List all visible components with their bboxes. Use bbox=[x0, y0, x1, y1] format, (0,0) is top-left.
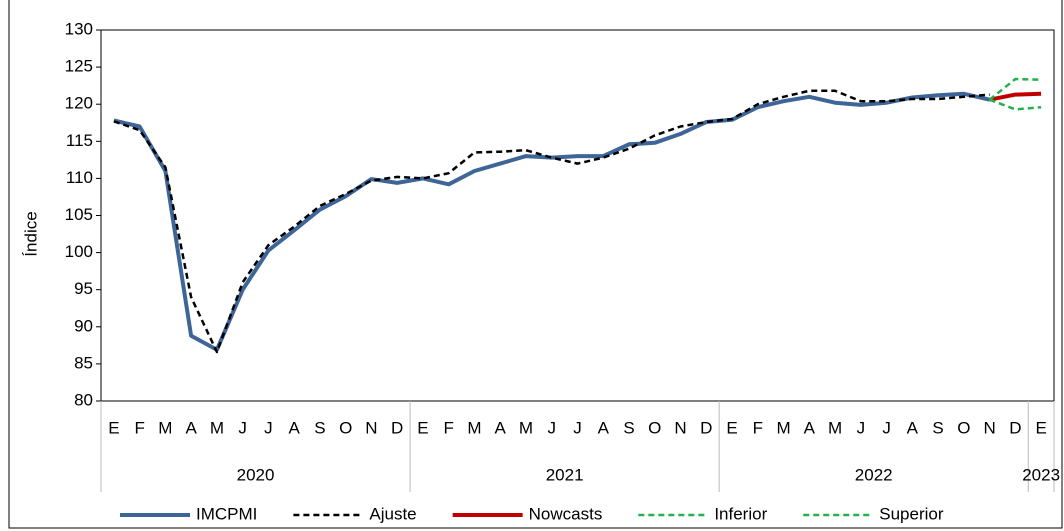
x-tick-label: D bbox=[1009, 418, 1021, 437]
x-tick-label: F bbox=[134, 418, 144, 437]
x-tick-label: O bbox=[648, 418, 661, 437]
series-line bbox=[113, 91, 991, 352]
x-tick-label: S bbox=[314, 418, 325, 437]
year-label: 2023 bbox=[1022, 465, 1060, 484]
year-label: 2020 bbox=[237, 465, 275, 484]
x-tick-label: N bbox=[983, 418, 995, 437]
x-tick-label: O bbox=[957, 418, 970, 437]
plot-area bbox=[100, 29, 1055, 402]
y-tick-label: 95 bbox=[74, 279, 93, 298]
chart-frame bbox=[8, 0, 1063, 529]
y-tick-label: 105 bbox=[65, 205, 93, 224]
x-tick-label: E bbox=[417, 418, 428, 437]
x-tick-label: J bbox=[264, 418, 273, 437]
x-tick-label: M bbox=[776, 418, 790, 437]
x-tick-label: M bbox=[210, 418, 224, 437]
x-tick-label: O bbox=[339, 418, 352, 437]
x-tick-label: E bbox=[1035, 418, 1046, 437]
x-tick-label: N bbox=[365, 418, 377, 437]
series-line bbox=[989, 98, 1042, 111]
x-tick-label: D bbox=[391, 418, 403, 437]
x-tick-label: J bbox=[882, 418, 891, 437]
x-tick-label: S bbox=[932, 418, 943, 437]
x-tick-label: F bbox=[444, 418, 454, 437]
series-line bbox=[988, 77, 1042, 101]
x-tick-label: E bbox=[726, 418, 737, 437]
legend-label: Inferior bbox=[714, 504, 767, 523]
x-tick-label: A bbox=[289, 418, 301, 437]
x-tick-label: J bbox=[238, 418, 247, 437]
x-tick-label: S bbox=[623, 418, 634, 437]
y-tick-label: 110 bbox=[66, 168, 93, 187]
x-tick-label: A bbox=[495, 418, 507, 437]
x-tick-label: J bbox=[573, 418, 582, 437]
legend-label: Superior bbox=[879, 504, 944, 523]
x-tick-label: M bbox=[519, 418, 533, 437]
y-tick-label: 90 bbox=[74, 316, 93, 335]
x-tick-label: J bbox=[547, 418, 556, 437]
x-tick-label: F bbox=[753, 418, 763, 437]
y-tick-label: 115 bbox=[66, 131, 93, 150]
x-tick-label: D bbox=[700, 418, 712, 437]
y-tick-label: 125 bbox=[65, 57, 93, 76]
x-tick-label: A bbox=[907, 418, 919, 437]
x-tick-label: N bbox=[674, 418, 686, 437]
y-axis-label: Índice bbox=[21, 211, 40, 256]
y-tick-label: 120 bbox=[65, 94, 93, 113]
year-label: 2021 bbox=[546, 465, 584, 484]
year-label: 2022 bbox=[855, 465, 893, 484]
y-tick-label: 80 bbox=[74, 390, 93, 409]
y-tick-label: 100 bbox=[65, 242, 93, 261]
y-tick-label: 85 bbox=[74, 353, 93, 372]
x-tick-label: J bbox=[857, 418, 866, 437]
x-tick-label: M bbox=[467, 418, 481, 437]
series-line bbox=[989, 91, 1042, 102]
x-tick-label: E bbox=[108, 418, 119, 437]
x-tick-label: A bbox=[185, 418, 197, 437]
x-tick-label: M bbox=[828, 418, 842, 437]
legend-label: Ajuste bbox=[369, 504, 416, 523]
legend-label: IMCPMI bbox=[196, 504, 257, 523]
x-tick-label: A bbox=[804, 418, 816, 437]
y-tick-label: 130 bbox=[65, 19, 93, 38]
x-tick-label: M bbox=[158, 418, 172, 437]
x-tick-label: A bbox=[598, 418, 610, 437]
series-line bbox=[113, 89, 990, 354]
legend-label: Nowcasts bbox=[529, 504, 603, 523]
